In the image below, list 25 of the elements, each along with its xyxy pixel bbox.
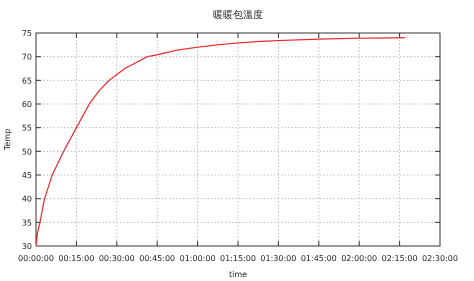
x-tick-label: 02:30:00 (422, 254, 458, 263)
y-tick-label: 30 (22, 242, 32, 251)
x-tick-label: 01:45:00 (300, 254, 337, 263)
y-tick-label: 75 (22, 29, 32, 38)
y-tick-label: 65 (22, 76, 32, 86)
x-tick-label: 00:30:00 (98, 254, 135, 263)
y-tick-label: 70 (22, 52, 32, 62)
x-tick-label: 00:45:00 (139, 254, 176, 263)
x-tick-label: 02:15:00 (382, 254, 418, 263)
y-tick-label: 40 (22, 194, 32, 204)
x-tick-label: 01:30:00 (260, 254, 296, 263)
x-tick-label: 01:00:00 (180, 254, 216, 263)
x-tick-label: 00:15:00 (58, 254, 94, 263)
y-tick-label: 35 (22, 218, 32, 228)
x-tick-label: 02:00:00 (341, 254, 378, 263)
x-axis-title: time (228, 270, 248, 279)
y-tick-label: 50 (22, 147, 32, 156)
x-tick-label: 00:00:00 (18, 254, 54, 263)
y-tick-label: 60 (22, 100, 32, 109)
y-tick-label: 55 (22, 124, 32, 133)
y-axis-title: Temp (3, 128, 12, 152)
chart-title: 暖暖包溫度 (213, 9, 263, 21)
y-tick-label: 45 (22, 171, 32, 180)
line-series (35, 37, 406, 247)
x-tick-label: 01:15:00 (220, 254, 256, 263)
